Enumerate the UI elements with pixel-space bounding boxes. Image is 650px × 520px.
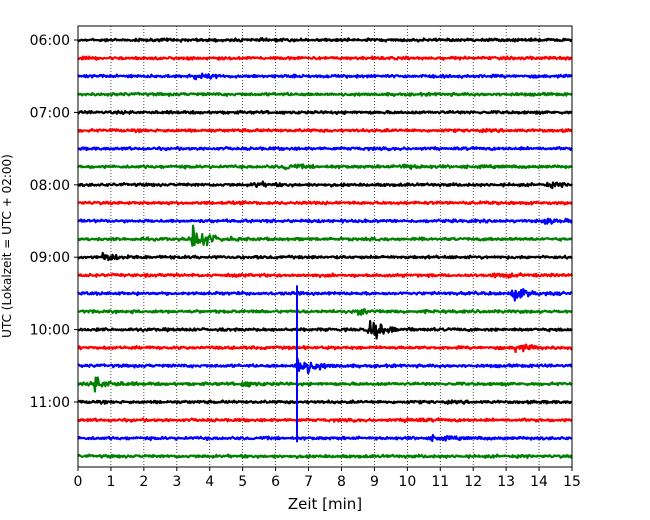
x-tick-label-10: 10 — [398, 474, 416, 490]
trace-19 — [77, 376, 573, 393]
y-tick-label-2: 08:00 — [30, 178, 70, 194]
x-tick-label-3: 3 — [172, 474, 181, 490]
trace-8 — [77, 180, 573, 190]
y-tick-label-3: 09:00 — [30, 250, 70, 266]
x-tick-label-6: 6 — [271, 474, 280, 490]
trace-23 — [77, 453, 573, 460]
axis-ticks: 0 1 2 3 4 5 6 7 8 9 10 11 12 13 14 1506:0007:0008:0009:… — [30, 33, 581, 490]
trace-2 — [77, 72, 573, 81]
x-tick-label-9: 9 — [370, 474, 379, 490]
x-tick-label-1: 1 — [106, 474, 115, 490]
x-axis-title: Zeit [min] — [288, 495, 362, 513]
x-tick-label-12: 12 — [464, 474, 482, 490]
y-axis-title: UTC (Lokalzeit = UTC + 02:00) — [0, 154, 14, 338]
x-tick-label-11: 11 — [431, 474, 449, 490]
trace-15 — [77, 307, 573, 316]
trace-20 — [77, 399, 573, 405]
trace-16 — [77, 320, 573, 340]
trace-22 — [77, 433, 573, 443]
x-tick-label-4: 4 — [205, 474, 214, 490]
x-tick-label-0: 0 — [74, 474, 83, 490]
x-tick-label-5: 5 — [238, 474, 247, 490]
trace-13 — [77, 272, 574, 279]
trace-17 — [77, 343, 573, 354]
trace-6 — [77, 145, 573, 152]
y-tick-label-1: 07:00 — [30, 105, 70, 121]
trace-12 — [77, 251, 573, 262]
x-tick-label-8: 8 — [337, 474, 346, 490]
trace-11 — [77, 224, 573, 247]
y-tick-label-5: 11:00 — [30, 395, 70, 411]
y-tick-label-4: 10:00 — [30, 323, 70, 339]
trace-5 — [77, 127, 573, 134]
x-tick-label-15: 15 — [563, 474, 581, 490]
x-tick-label-14: 14 — [530, 474, 548, 490]
x-tick-label-13: 13 — [497, 474, 515, 490]
trace-1 — [77, 55, 573, 61]
trace-7 — [77, 163, 573, 171]
trace-0 — [77, 37, 573, 43]
trace-4 — [77, 109, 573, 116]
trace-9 — [77, 200, 573, 206]
trace-18 — [77, 357, 573, 375]
trace-10 — [77, 217, 573, 225]
trace-21 — [77, 417, 573, 424]
x-tick-label-7: 7 — [304, 474, 313, 490]
trace-3 — [77, 91, 573, 98]
y-tick-label-0: 06:00 — [30, 33, 70, 49]
plot-frame — [77, 25, 573, 468]
trace-14 — [77, 288, 573, 302]
x-tick-label-2: 2 — [139, 474, 148, 490]
trace-series — [77, 37, 574, 460]
